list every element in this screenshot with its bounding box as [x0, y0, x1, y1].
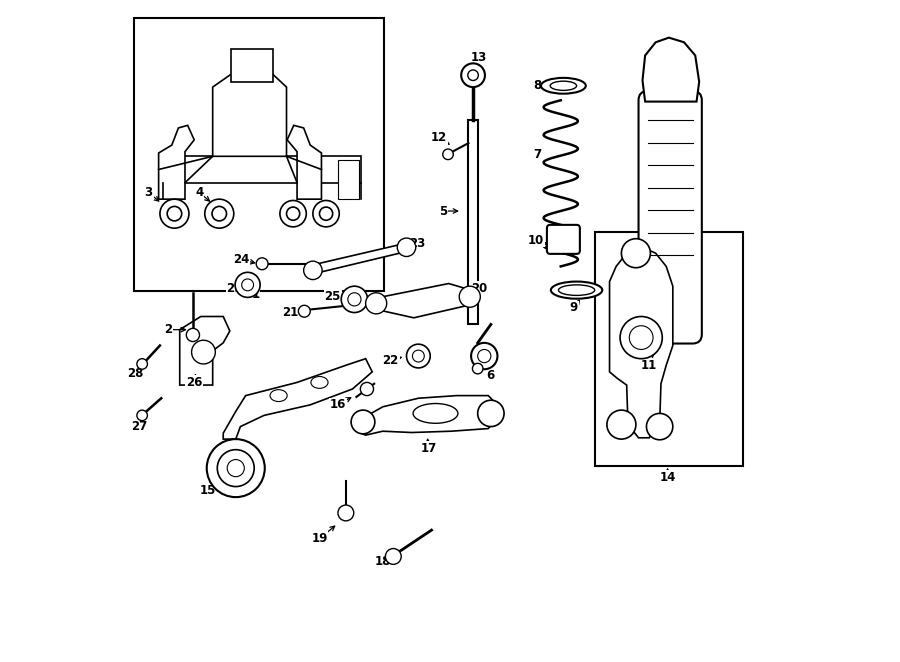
Text: 25: 25: [325, 289, 341, 303]
FancyBboxPatch shape: [547, 225, 580, 254]
Text: 28: 28: [128, 367, 144, 380]
Text: 5: 5: [439, 205, 447, 218]
Circle shape: [407, 344, 430, 368]
Circle shape: [320, 207, 333, 220]
Text: 13: 13: [470, 51, 487, 64]
Text: 15: 15: [200, 484, 216, 497]
Text: 2: 2: [164, 323, 172, 336]
Circle shape: [212, 207, 227, 221]
Text: 24: 24: [233, 254, 249, 266]
Circle shape: [217, 449, 254, 487]
Circle shape: [621, 239, 651, 267]
Text: 21: 21: [283, 306, 299, 319]
Circle shape: [160, 199, 189, 228]
Text: 7: 7: [533, 148, 541, 161]
Text: 16: 16: [329, 399, 346, 411]
Circle shape: [607, 410, 636, 439]
Circle shape: [137, 410, 148, 420]
Polygon shape: [163, 156, 361, 183]
Text: 20: 20: [472, 281, 488, 295]
Circle shape: [365, 293, 387, 314]
Circle shape: [242, 279, 254, 291]
Polygon shape: [338, 160, 359, 199]
Circle shape: [207, 439, 265, 497]
Ellipse shape: [550, 81, 577, 91]
Text: 12: 12: [431, 131, 447, 144]
Polygon shape: [356, 396, 498, 435]
Circle shape: [461, 64, 485, 87]
Circle shape: [459, 286, 481, 307]
Circle shape: [412, 350, 424, 362]
Circle shape: [443, 149, 454, 160]
Circle shape: [137, 359, 148, 369]
Circle shape: [235, 272, 260, 297]
Text: 27: 27: [130, 420, 147, 433]
Polygon shape: [212, 69, 286, 156]
Circle shape: [351, 410, 374, 434]
Text: 29: 29: [226, 281, 243, 295]
Text: 14: 14: [660, 471, 676, 484]
Circle shape: [341, 286, 367, 312]
Circle shape: [299, 305, 310, 317]
Polygon shape: [609, 247, 673, 438]
Polygon shape: [287, 125, 321, 199]
Circle shape: [338, 505, 354, 521]
Circle shape: [471, 343, 498, 369]
Polygon shape: [223, 359, 373, 439]
Circle shape: [620, 316, 662, 359]
Bar: [595, 232, 743, 466]
Bar: [133, 18, 384, 291]
Text: 1: 1: [251, 288, 259, 301]
Text: 9: 9: [570, 301, 578, 314]
Circle shape: [347, 293, 361, 306]
Text: 8: 8: [533, 79, 541, 92]
Polygon shape: [306, 244, 410, 273]
Circle shape: [303, 261, 322, 279]
Text: 19: 19: [311, 532, 328, 545]
Circle shape: [629, 326, 653, 350]
Circle shape: [472, 363, 483, 374]
Circle shape: [397, 238, 416, 256]
Text: 18: 18: [374, 555, 391, 568]
Circle shape: [478, 350, 491, 363]
Circle shape: [280, 201, 306, 227]
Text: 6: 6: [487, 369, 495, 383]
Polygon shape: [180, 316, 230, 385]
Text: 22: 22: [382, 354, 399, 367]
Text: 10: 10: [527, 234, 544, 246]
Ellipse shape: [413, 404, 458, 423]
Circle shape: [478, 401, 504, 426]
Circle shape: [227, 459, 244, 477]
Text: 4: 4: [195, 186, 203, 199]
Polygon shape: [643, 38, 699, 101]
Ellipse shape: [558, 285, 595, 295]
Circle shape: [256, 258, 268, 269]
Text: 3: 3: [145, 186, 153, 199]
Circle shape: [286, 207, 300, 220]
Polygon shape: [370, 283, 471, 318]
Circle shape: [313, 201, 339, 227]
Circle shape: [192, 340, 215, 364]
Text: 17: 17: [421, 442, 437, 455]
Polygon shape: [231, 49, 274, 82]
Circle shape: [186, 328, 200, 342]
Circle shape: [385, 549, 401, 565]
Circle shape: [360, 383, 373, 396]
Ellipse shape: [541, 78, 586, 94]
FancyBboxPatch shape: [638, 91, 702, 344]
Circle shape: [646, 413, 673, 440]
Text: 23: 23: [409, 238, 425, 250]
Text: 26: 26: [186, 376, 202, 389]
Bar: [469, 120, 478, 324]
Circle shape: [205, 199, 234, 228]
Ellipse shape: [270, 390, 287, 402]
Ellipse shape: [551, 281, 602, 299]
Circle shape: [167, 207, 182, 221]
Ellipse shape: [310, 377, 328, 389]
Polygon shape: [158, 125, 194, 199]
Circle shape: [468, 70, 478, 81]
Text: 11: 11: [641, 359, 657, 372]
